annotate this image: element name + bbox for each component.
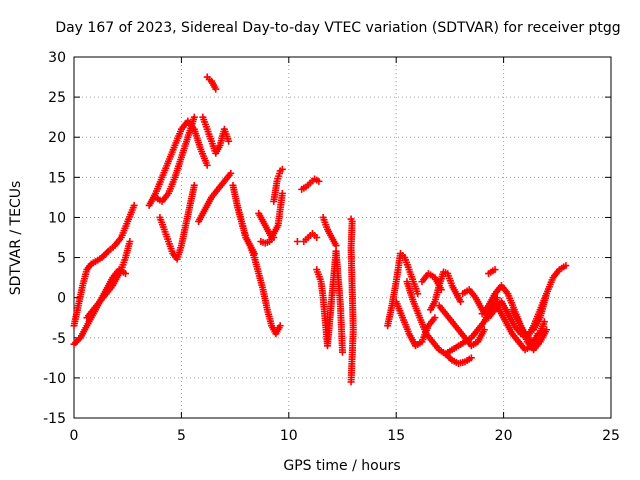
x-tick-label: 0 bbox=[70, 428, 79, 444]
y-axis-label: SDTVAR / TECUs bbox=[8, 181, 24, 296]
data-point bbox=[491, 266, 499, 274]
y-tick-label: 15 bbox=[48, 170, 66, 186]
y-tick-label: 30 bbox=[48, 50, 66, 66]
data-point bbox=[293, 238, 301, 246]
data-point bbox=[457, 298, 465, 306]
y-tick-label: 20 bbox=[48, 130, 66, 146]
data-point bbox=[315, 177, 323, 185]
y-tick-label: 0 bbox=[57, 291, 66, 307]
data-point bbox=[467, 354, 475, 362]
data-point bbox=[313, 234, 321, 241]
x-axis-label: GPS time / hours bbox=[283, 458, 400, 474]
data-point bbox=[278, 165, 286, 173]
x-tick-label: 10 bbox=[280, 428, 298, 444]
y-tick-label: -5 bbox=[52, 331, 66, 347]
x-tick-label: 25 bbox=[602, 428, 620, 444]
data-point bbox=[190, 181, 198, 189]
x-tick-labels: 0 5 10 15 20 25 bbox=[70, 428, 620, 444]
x-tick-label: 15 bbox=[387, 428, 405, 444]
data-point bbox=[278, 189, 286, 197]
grid-lines bbox=[74, 57, 611, 418]
data-point bbox=[130, 201, 138, 209]
data-point bbox=[227, 169, 235, 177]
data-point bbox=[540, 318, 548, 326]
y-tick-labels: -15 -10 -5 0 5 10 15 20 25 30 bbox=[43, 50, 66, 427]
data-points bbox=[70, 73, 570, 386]
data-point bbox=[414, 290, 422, 298]
y-tick-label: 5 bbox=[57, 251, 66, 267]
chart-title: Day 167 of 2023, Sidereal Day-to-day VTE… bbox=[55, 20, 620, 36]
data-point bbox=[126, 238, 134, 246]
data-point bbox=[212, 85, 220, 93]
axis-ticks bbox=[73, 56, 612, 419]
data-point bbox=[431, 314, 439, 322]
data-point bbox=[480, 326, 488, 334]
data-point bbox=[562, 262, 570, 270]
x-tick-label: 5 bbox=[177, 428, 186, 444]
x-tick-label: 20 bbox=[495, 428, 513, 444]
data-point bbox=[270, 234, 278, 241]
data-point bbox=[250, 250, 258, 258]
data-point bbox=[339, 348, 346, 356]
data-point bbox=[543, 326, 551, 334]
y-tick-label: -15 bbox=[43, 411, 66, 427]
data-point bbox=[190, 113, 198, 121]
data-point bbox=[347, 378, 355, 386]
y-tick-label: 25 bbox=[48, 90, 66, 106]
data-point bbox=[276, 322, 284, 330]
y-tick-label: -10 bbox=[43, 371, 66, 387]
plot-frame bbox=[73, 56, 612, 419]
data-point bbox=[122, 270, 130, 278]
data-point bbox=[225, 137, 233, 145]
y-tick-label: 10 bbox=[48, 210, 66, 226]
data-point bbox=[203, 161, 211, 169]
